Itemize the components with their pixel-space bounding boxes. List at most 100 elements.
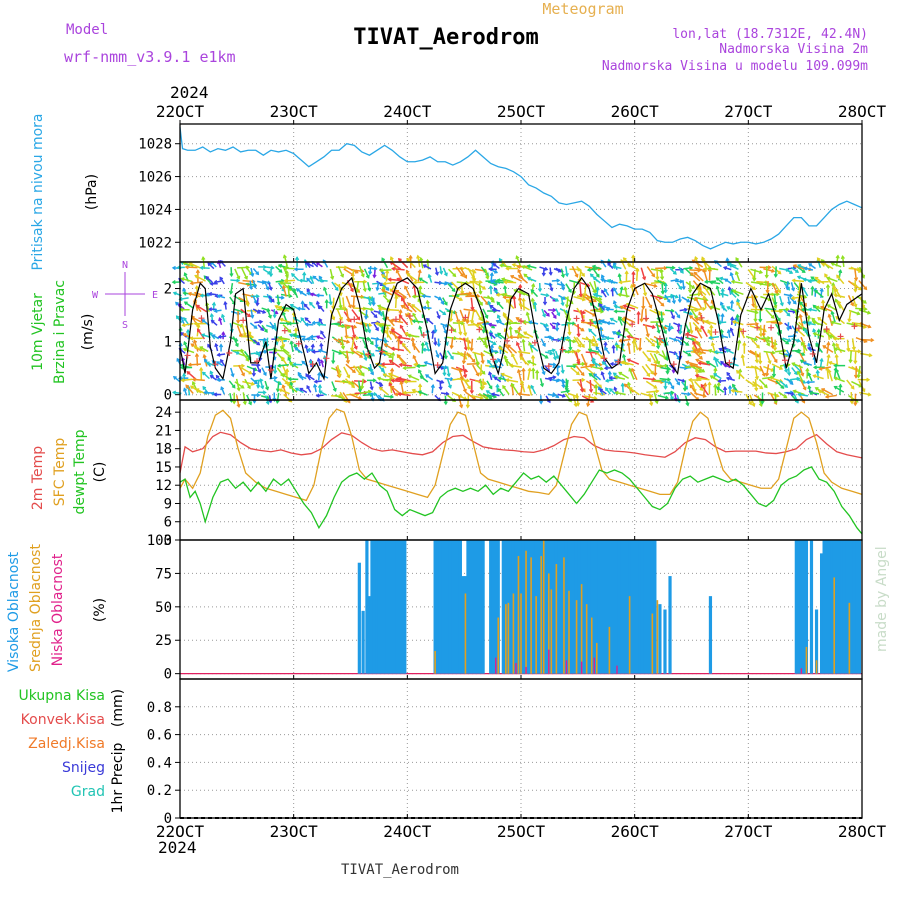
wind-arrow-head — [538, 400, 544, 405]
wind-arrow-head — [821, 299, 826, 304]
wind-arrow-head — [833, 363, 838, 368]
wind-arrow-head — [516, 334, 521, 339]
wind-arrow-head — [694, 367, 700, 372]
wind-arrow — [482, 392, 493, 400]
high-cloud-bar — [592, 540, 596, 674]
wind-arrow — [795, 350, 805, 356]
wind-arrow-head — [242, 332, 247, 337]
wind-arrow-head — [853, 288, 858, 293]
wind-arrow — [653, 308, 665, 316]
wind-arrow-head — [612, 372, 617, 377]
wind-arrow-head — [780, 385, 785, 389]
wind-arrow-head — [476, 293, 481, 299]
wind-arrow-head — [332, 387, 337, 393]
wind-arrow-head — [833, 376, 838, 381]
wind-arrow-head — [296, 306, 301, 311]
wind-arrow — [731, 280, 743, 285]
wind-arrow — [500, 264, 512, 268]
wind-arrow-head — [183, 272, 188, 277]
wind-arrow-head — [262, 390, 267, 395]
wind-arrow — [639, 338, 642, 351]
wind-arrow-head — [503, 354, 508, 359]
wind-arrow — [793, 364, 802, 373]
wind-arrow — [674, 311, 681, 319]
wind-arrow-head — [193, 291, 198, 296]
wind-arrow-head — [400, 304, 405, 309]
wind-arrow-head — [394, 294, 399, 299]
wind-arrow — [560, 281, 565, 290]
wind-arrow-head — [363, 379, 368, 384]
wind-arrow-head — [488, 284, 493, 289]
wind-arrow-head — [808, 390, 813, 395]
wind-arrow — [362, 350, 367, 361]
wind-arrow — [438, 309, 446, 316]
wind-arrow — [633, 340, 636, 353]
wind-arrow-head — [555, 378, 560, 383]
wind-arrow-head — [490, 298, 495, 303]
wind-arrow-head — [479, 395, 484, 400]
high-cloud-bar — [643, 540, 647, 674]
wind-arrow-head — [220, 313, 225, 318]
wind-arrow — [814, 289, 824, 298]
wind-arrow-head — [803, 294, 808, 299]
wind-arrow-head — [800, 307, 805, 312]
wind-arrow-head — [195, 269, 200, 274]
wind-arrow — [370, 337, 380, 341]
wind-arrow — [357, 380, 362, 392]
wind-arrow — [549, 322, 556, 330]
wind-arrow — [584, 395, 597, 400]
wind-arrow-head — [628, 367, 633, 372]
gust-marker — [726, 359, 733, 366]
wind-arrow-head — [442, 372, 447, 377]
wind-arrow — [411, 304, 422, 313]
wind-arrow — [575, 351, 580, 365]
wind-arrow-head — [736, 298, 741, 303]
wind-arrow — [849, 349, 861, 353]
wind-arrow — [203, 275, 212, 284]
wind-arrow-head — [305, 373, 310, 378]
wind-arrow-head — [656, 329, 661, 334]
wind-arrow — [249, 280, 253, 289]
wind-arrow — [342, 297, 345, 310]
wind-arrow — [531, 298, 536, 309]
wind-arrow — [351, 268, 355, 282]
wind-arrow-head — [445, 391, 450, 396]
wind-arrow — [212, 334, 220, 340]
wind-arrow — [189, 262, 201, 269]
wind-arrow-head — [492, 341, 497, 346]
wind-arrow-head — [391, 266, 396, 271]
wind-arrow-head — [313, 383, 318, 388]
high-cloud-bar — [496, 540, 500, 674]
wind-arrow-head — [360, 273, 365, 278]
wind-arrow — [331, 349, 342, 355]
wind-arrow-head — [425, 317, 430, 322]
wind-arrow-head — [318, 275, 323, 280]
high-cloud-bar — [380, 540, 384, 674]
wind-arrow — [444, 350, 447, 359]
chart-title: TIVAT_Aerodrom — [353, 25, 538, 50]
wind-arrow-head — [622, 257, 627, 262]
wind-arrow — [705, 320, 717, 325]
wind-arrow-head — [703, 299, 708, 304]
wind-arrow-head — [287, 321, 292, 326]
wind-arrow-head — [304, 317, 309, 322]
wind-arrow-head — [435, 354, 440, 359]
wind-arrow-head — [713, 260, 718, 265]
wind-arrow-head — [836, 274, 840, 279]
wind-arrow — [575, 365, 585, 376]
wind-arrow — [306, 385, 312, 393]
wind-arrow-head — [653, 360, 658, 365]
wind-arrow-head — [694, 373, 699, 378]
y-tick-label: 0 — [164, 388, 172, 404]
wind-arrow-head — [857, 349, 862, 354]
wind-arrow — [487, 394, 497, 398]
wind-arrow — [363, 307, 374, 311]
high-cloud-bar — [640, 540, 644, 674]
wind-arrow — [259, 380, 264, 389]
wind-arrow-head — [702, 266, 707, 272]
wind-arrow-head — [528, 320, 533, 325]
wind-arrow-head — [236, 350, 241, 355]
wind-arrow — [318, 305, 325, 312]
wind-arrow-head — [378, 386, 383, 391]
wind-arrow — [496, 320, 505, 326]
